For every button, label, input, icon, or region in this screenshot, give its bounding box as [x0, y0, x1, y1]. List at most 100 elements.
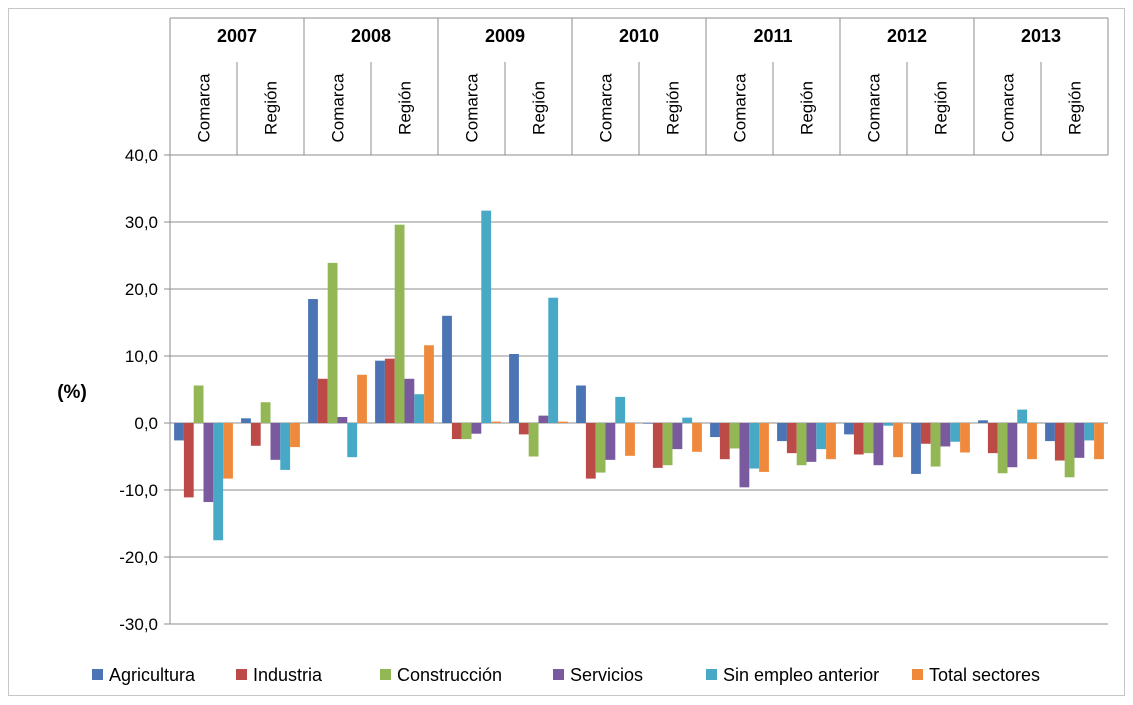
bar [883, 423, 894, 426]
bar [662, 423, 673, 466]
legend-swatch [92, 669, 103, 680]
year-label: 2010 [619, 26, 659, 46]
legend-label: Industria [253, 665, 323, 685]
bar [987, 423, 998, 454]
bar [672, 423, 683, 450]
bar [844, 423, 854, 435]
bar [327, 262, 338, 423]
bar [710, 423, 720, 438]
legend-label: Construcción [397, 665, 502, 685]
bar [414, 394, 425, 423]
category-label: Región [664, 81, 683, 135]
bar [978, 420, 988, 423]
bar [806, 423, 817, 462]
category-label: Comarca [597, 73, 616, 143]
bar [682, 417, 693, 423]
bar [347, 423, 358, 458]
bar [643, 423, 653, 424]
bar [595, 423, 606, 473]
bar [223, 423, 233, 479]
bar [509, 353, 519, 423]
bar [605, 423, 616, 460]
bar [1007, 423, 1018, 468]
category-label: Región [798, 81, 817, 135]
bar [270, 423, 281, 460]
bar [796, 423, 807, 466]
bar [576, 385, 586, 423]
bar [893, 423, 903, 458]
legend-swatch [236, 669, 247, 680]
year-label: 2012 [887, 26, 927, 46]
bar [1045, 423, 1055, 442]
category-label: Región [1066, 81, 1085, 135]
legend-label: Servicios [570, 665, 643, 685]
bar [241, 418, 251, 423]
legend-swatch [706, 669, 717, 680]
bar [518, 423, 529, 435]
bar [183, 423, 194, 498]
y-tick-label: 20,0 [125, 280, 158, 299]
bar [424, 345, 434, 423]
bar [1074, 423, 1085, 458]
bar [1027, 423, 1037, 460]
legend-label: Agricultura [109, 665, 196, 685]
bar [451, 423, 462, 440]
y-tick-label: 10,0 [125, 347, 158, 366]
bar [548, 297, 559, 423]
bar [404, 378, 415, 423]
legend-swatch [912, 669, 923, 680]
bar [911, 423, 921, 474]
bar [1094, 423, 1104, 460]
bar [280, 423, 291, 470]
bar [250, 423, 261, 446]
bar [471, 423, 482, 434]
y-tick-label: -30,0 [119, 615, 158, 634]
bar [739, 423, 750, 488]
bar [290, 423, 300, 448]
bar [308, 299, 318, 423]
bar [585, 423, 596, 479]
year-label: 2008 [351, 26, 391, 46]
bar [203, 423, 214, 503]
legend-label: Total sectores [929, 665, 1040, 685]
bar [538, 415, 549, 423]
bar [920, 423, 931, 444]
bar [777, 423, 787, 442]
category-label: Comarca [865, 73, 884, 143]
bar [719, 423, 730, 460]
bar [873, 423, 884, 466]
legend-swatch [553, 669, 564, 680]
bar [692, 423, 702, 452]
year-label: 2011 [753, 26, 792, 46]
category-label: Comarca [195, 73, 214, 143]
bar [729, 423, 740, 449]
bar [357, 374, 367, 423]
bar [375, 360, 385, 423]
bar [786, 423, 797, 454]
bar [174, 423, 184, 441]
y-tick-label: 30,0 [125, 213, 158, 232]
bar [491, 421, 501, 423]
category-label: Región [530, 81, 549, 135]
y-tick-label: -20,0 [119, 548, 158, 567]
bar [394, 224, 405, 423]
category-label: Comarca [463, 73, 482, 143]
legend-swatch [380, 669, 391, 680]
bar [615, 396, 626, 423]
bar [1054, 423, 1065, 461]
bar [193, 385, 204, 423]
bar [213, 423, 224, 541]
bar [826, 423, 836, 460]
bar [816, 423, 827, 450]
bar [384, 358, 395, 423]
bar [442, 315, 452, 423]
year-label: 2007 [217, 26, 257, 46]
bar [652, 423, 663, 468]
bar [337, 416, 348, 423]
category-label: Región [932, 81, 951, 135]
bar [930, 423, 941, 467]
bar [1017, 409, 1028, 423]
category-label: Comarca [329, 73, 348, 143]
bar [528, 423, 539, 457]
